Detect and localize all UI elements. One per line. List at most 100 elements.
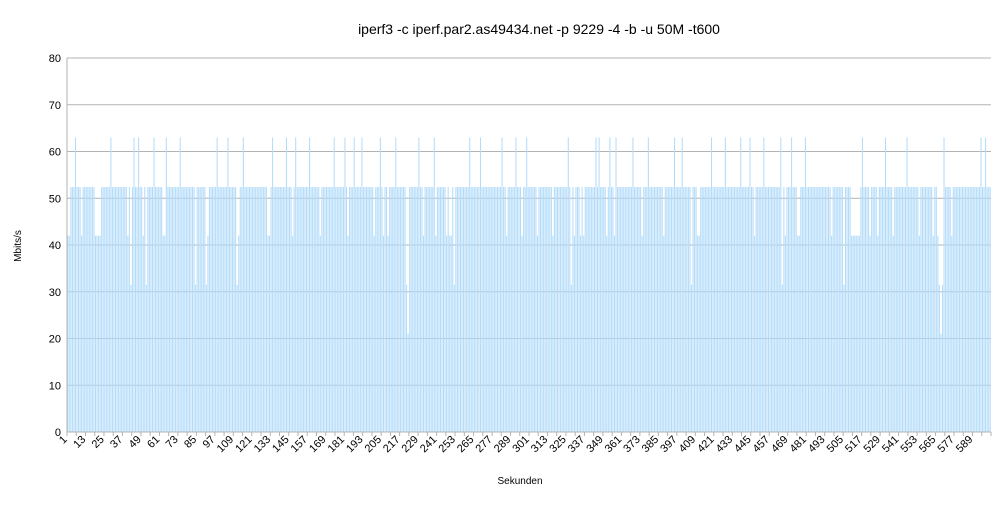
x-tick-label: 49	[127, 434, 144, 451]
x-tick-label: 337	[566, 434, 587, 455]
bar	[717, 187, 719, 432]
axes	[66, 58, 992, 436]
bar	[957, 187, 959, 432]
bar	[347, 235, 349, 432]
bar	[800, 187, 802, 432]
bar	[975, 187, 977, 432]
bar	[928, 187, 930, 432]
bar	[466, 187, 468, 432]
bar	[139, 187, 141, 432]
bar	[193, 187, 195, 432]
bar	[938, 284, 940, 432]
bar	[590, 187, 592, 432]
bar	[780, 137, 782, 433]
bar	[871, 187, 873, 432]
bar	[339, 187, 341, 432]
bar	[884, 137, 887, 433]
bar	[101, 187, 103, 432]
bar	[732, 187, 734, 432]
bar	[452, 187, 454, 432]
bar	[498, 187, 500, 432]
bar	[960, 187, 962, 432]
bar	[376, 187, 378, 432]
bar	[204, 187, 206, 432]
bar	[869, 235, 871, 432]
bar	[443, 187, 445, 432]
bar	[567, 137, 569, 433]
bar	[580, 235, 582, 432]
bar	[458, 187, 460, 432]
bar	[344, 137, 346, 433]
bar	[644, 187, 646, 432]
bar	[463, 187, 465, 432]
bar	[700, 187, 702, 432]
bar	[672, 187, 674, 432]
x-tick-label: 589	[954, 434, 975, 455]
bar	[305, 187, 307, 432]
x-tick-label: 301	[510, 434, 531, 455]
x-axis-title: Sekunden	[497, 476, 542, 487]
bar	[663, 235, 665, 432]
bar	[637, 187, 639, 432]
bar	[666, 187, 668, 432]
bar	[946, 187, 948, 432]
bar	[299, 187, 301, 432]
x-tick-label: 445	[732, 434, 753, 455]
gridlines	[67, 57, 991, 433]
bar	[90, 187, 92, 432]
bar	[857, 235, 859, 432]
bar	[587, 187, 589, 432]
bar	[597, 187, 599, 432]
bar	[613, 235, 615, 432]
bar	[362, 187, 364, 432]
bar	[974, 187, 976, 432]
bar	[159, 187, 161, 432]
bar	[264, 187, 266, 432]
bar	[268, 235, 271, 432]
bar	[349, 187, 351, 432]
bar	[191, 187, 194, 432]
bar	[706, 187, 708, 432]
bar	[292, 235, 294, 432]
y-tick-label: 10	[49, 380, 61, 392]
bar	[632, 137, 634, 433]
bar	[490, 187, 492, 432]
bar	[495, 187, 497, 432]
bar	[512, 187, 514, 432]
bar	[777, 187, 779, 432]
bar	[412, 187, 414, 432]
bar	[868, 187, 870, 432]
bar	[761, 187, 763, 432]
bar	[851, 235, 853, 432]
bar	[961, 187, 964, 432]
bar	[520, 187, 522, 432]
bar	[555, 187, 557, 432]
bar	[313, 187, 315, 432]
bar	[392, 187, 394, 432]
bar	[241, 187, 243, 432]
bar	[858, 235, 860, 432]
bar	[489, 187, 491, 432]
bar	[111, 187, 113, 432]
bar	[855, 235, 857, 432]
bar	[158, 187, 160, 432]
bar	[98, 235, 100, 432]
bar	[621, 187, 623, 432]
bar	[727, 187, 729, 432]
bar	[812, 187, 814, 432]
bar	[150, 187, 152, 432]
bar	[570, 284, 572, 432]
bar	[483, 187, 485, 432]
bar	[593, 187, 595, 432]
bar	[426, 187, 428, 432]
bar	[653, 187, 656, 432]
bar	[909, 187, 911, 432]
bar	[386, 187, 388, 432]
bar	[281, 187, 283, 432]
x-tick-label: 13	[71, 434, 88, 451]
bar	[786, 187, 788, 432]
x-tick-label: 61	[145, 434, 162, 451]
bar	[296, 187, 298, 432]
bar	[486, 187, 488, 432]
y-tick-label: 50	[49, 193, 61, 205]
